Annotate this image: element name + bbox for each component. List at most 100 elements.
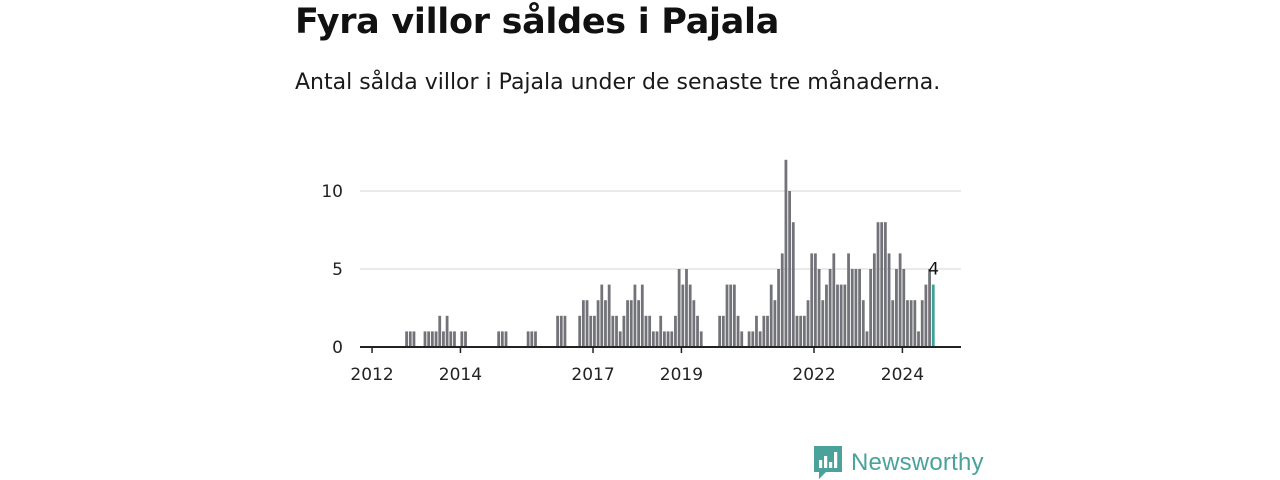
bar	[442, 331, 445, 347]
bar	[622, 315, 626, 347]
bar	[773, 300, 777, 347]
x-tick-label: 2014	[439, 365, 482, 385]
bar	[581, 300, 585, 347]
bar	[799, 315, 803, 347]
bar	[692, 300, 696, 347]
bar	[898, 253, 902, 347]
bar	[596, 300, 600, 347]
bar	[895, 269, 898, 347]
bar	[755, 315, 758, 347]
bar	[633, 284, 637, 347]
bar	[563, 315, 567, 347]
bar	[917, 331, 920, 347]
bar-latest	[931, 284, 935, 347]
bar	[876, 222, 880, 347]
bar	[791, 222, 795, 347]
chart-subtitle: Antal sålda villor i Pajala under de sen…	[295, 70, 941, 95]
bar	[924, 284, 928, 347]
bar	[559, 315, 563, 347]
bar	[534, 331, 537, 347]
bar	[445, 315, 449, 347]
bar	[920, 300, 924, 347]
bar	[688, 284, 692, 347]
bar	[729, 284, 733, 347]
bar	[891, 300, 895, 347]
bar	[828, 269, 832, 347]
bar	[839, 284, 843, 347]
latest-value-label: 4	[928, 260, 939, 280]
bar	[865, 331, 869, 347]
bar	[843, 284, 847, 347]
bar	[887, 253, 891, 347]
bar	[607, 284, 611, 347]
bar	[732, 284, 736, 347]
bar	[909, 300, 913, 347]
newsworthy-bar-icon	[814, 446, 842, 479]
y-tick-label: 5	[332, 260, 343, 280]
bar	[504, 331, 508, 347]
bar	[430, 331, 434, 347]
bar	[777, 269, 780, 347]
bar	[769, 284, 773, 347]
bar	[626, 300, 629, 347]
bar	[644, 315, 648, 347]
bar	[821, 300, 825, 347]
bar	[526, 331, 530, 347]
bar	[412, 331, 416, 347]
y-axis-ticks: 0 5 10	[321, 182, 343, 358]
bar	[872, 253, 876, 347]
newsworthy-logo[interactable]: Newsworthy	[814, 446, 984, 480]
bar	[674, 315, 677, 347]
bar	[640, 284, 644, 347]
bar	[453, 331, 456, 347]
bar	[460, 331, 464, 347]
bar	[677, 269, 681, 347]
x-tick-label: 2024	[881, 365, 924, 385]
bar	[699, 331, 703, 347]
bar	[795, 315, 799, 347]
bar	[802, 315, 806, 347]
x-tick-label: 2017	[571, 365, 614, 385]
x-tick-label: 2012	[350, 365, 393, 385]
bar	[611, 315, 615, 347]
grid-lines	[360, 190, 961, 270]
bar	[850, 269, 854, 347]
bar	[928, 269, 931, 347]
bar	[758, 331, 762, 347]
bar	[600, 284, 604, 347]
y-tick-label: 0	[332, 338, 343, 358]
brand-name: Newsworthy	[851, 449, 984, 476]
y-tick-label: 10	[321, 182, 343, 202]
bar	[696, 315, 699, 347]
x-tick-label: 2022	[792, 365, 835, 385]
bar	[556, 315, 559, 347]
bar	[883, 222, 887, 347]
bar	[718, 315, 722, 347]
bar	[423, 331, 427, 347]
bar	[721, 315, 725, 347]
bar	[651, 331, 655, 347]
x-axis-ticks: 2012 2014 2017 2019 2022 2024	[350, 347, 924, 385]
bar	[847, 253, 850, 347]
bar-series	[405, 159, 935, 347]
bar	[655, 331, 659, 347]
bar	[681, 284, 685, 347]
bar	[637, 300, 640, 347]
bar	[427, 331, 431, 347]
bar	[858, 269, 861, 347]
bar	[578, 315, 582, 347]
bar	[666, 331, 670, 347]
bar	[434, 331, 438, 347]
bar	[810, 253, 814, 347]
bar	[629, 300, 633, 347]
bar	[604, 300, 607, 347]
chart-title: Fyra villor såldes i Pajala	[295, 2, 780, 42]
bar	[408, 331, 412, 347]
bar	[880, 222, 884, 347]
bar	[751, 331, 755, 347]
x-tick-label: 2019	[660, 365, 703, 385]
bar	[784, 159, 788, 347]
bar	[670, 331, 674, 347]
bar	[618, 331, 622, 347]
